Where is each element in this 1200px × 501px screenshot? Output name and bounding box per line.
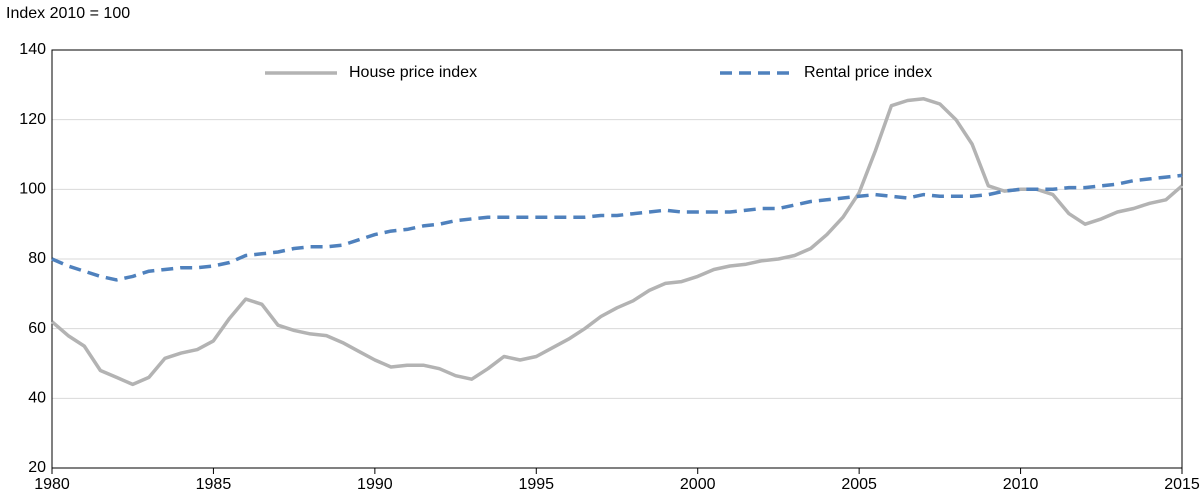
x-tick-label: 2010 — [1003, 476, 1039, 493]
y-tick-label: 20 — [28, 459, 46, 476]
x-tick-label: 2005 — [841, 476, 877, 493]
y-tick-label: 140 — [19, 41, 46, 58]
x-tick-label: 1995 — [518, 476, 554, 493]
y-axis-label: Index 2010 = 100 — [6, 5, 130, 22]
legend-label: Rental price index — [804, 64, 932, 81]
y-tick-label: 100 — [19, 181, 46, 198]
line-series — [50, 97, 1184, 387]
y-tick-label: 120 — [19, 111, 46, 128]
y-tick-label: 80 — [28, 250, 46, 267]
y-tick-label: 60 — [28, 320, 46, 337]
x-tick-label: 1985 — [196, 476, 232, 493]
line-series — [51, 173, 1183, 282]
y-tick-label: 40 — [28, 390, 46, 407]
legend-label: House price index — [349, 64, 477, 81]
x-tick-label: 2000 — [680, 476, 716, 493]
x-tick-label: 1980 — [34, 476, 70, 493]
x-tick-label: 1990 — [357, 476, 393, 493]
x-tick-label: 2015 — [1164, 476, 1200, 493]
